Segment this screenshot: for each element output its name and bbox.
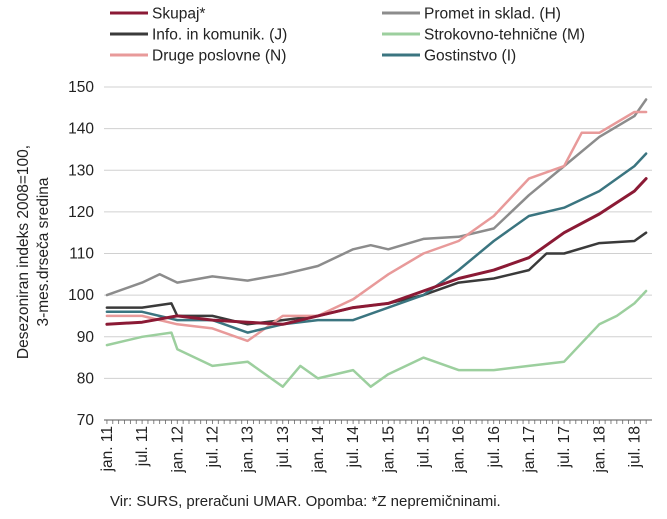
legend-label: Skupaj* [152,6,205,23]
y-tick-label: 80 [77,370,95,387]
y-tick-label: 130 [68,162,94,179]
x-tick-label: jan. 12 [169,426,186,474]
y-tick-label: 90 [77,329,95,346]
y-tick-label: 120 [68,204,94,221]
y-tick-label: 110 [69,246,94,263]
x-tick-label: jan. 13 [240,426,257,474]
x-tick-label: jan. 11 [99,426,116,472]
series-line-3 [105,289,648,388]
x-tick-label: jan. 17 [521,426,538,474]
x-tick-label: jul. 11 [134,426,151,467]
y-axis-title-line-2: 3-mes.drseča sredina [35,177,52,326]
y-tick-label: 100 [68,287,94,304]
x-tick-label: jan. 15 [380,426,397,474]
x-tick-label: jan. 18 [591,426,608,474]
y-tick-label: 70 [77,412,95,429]
legend-label: Druge poslovne (N) [152,48,286,65]
x-tick-label: jul. 17 [556,426,573,468]
legend: Skupaj* Promet in sklad. (H) Info. in komu… [110,6,585,65]
x-tick-label: jul. 15 [415,426,432,468]
legend-label: Promet in sklad. (H) [424,6,561,23]
x-tick-label: jul. 13 [275,426,292,468]
y-tick-label: 150 [68,79,94,96]
legend-label: Info. in komunik. (J) [152,27,287,44]
x-tick-label: jul. 14 [345,426,362,469]
x-tick-label: jan. 14 [310,426,327,474]
series-lines [105,98,648,388]
x-tick-label: jul. 12 [204,426,221,468]
legend-label: Strokovno-tehnične (M) [424,27,585,44]
y-axis-title-line-1: Desezoniran indeks 2008=100, [15,145,32,359]
x-tick-label: jan. 16 [451,426,468,474]
y-axis-ticks: 70 80 90 100 110 120 130 140 150 [68,79,94,429]
series-line-4 [105,110,648,343]
series-line-0 [105,177,648,326]
gridlines [104,86,652,421]
legend-label: Gostinstvo (I) [424,48,516,65]
x-tick-label: jul. 18 [626,426,643,468]
x-tick-label: jul. 16 [486,426,503,468]
y-tick-label: 140 [68,121,94,138]
x-axis-ticks: jan. 11 jul. 11 jan. 12 jul. 12 jan. 13 jul. … [99,419,652,474]
source-note: Vir: SURS, preračuni UMAR. Opomba: *Z ne… [110,493,501,510]
